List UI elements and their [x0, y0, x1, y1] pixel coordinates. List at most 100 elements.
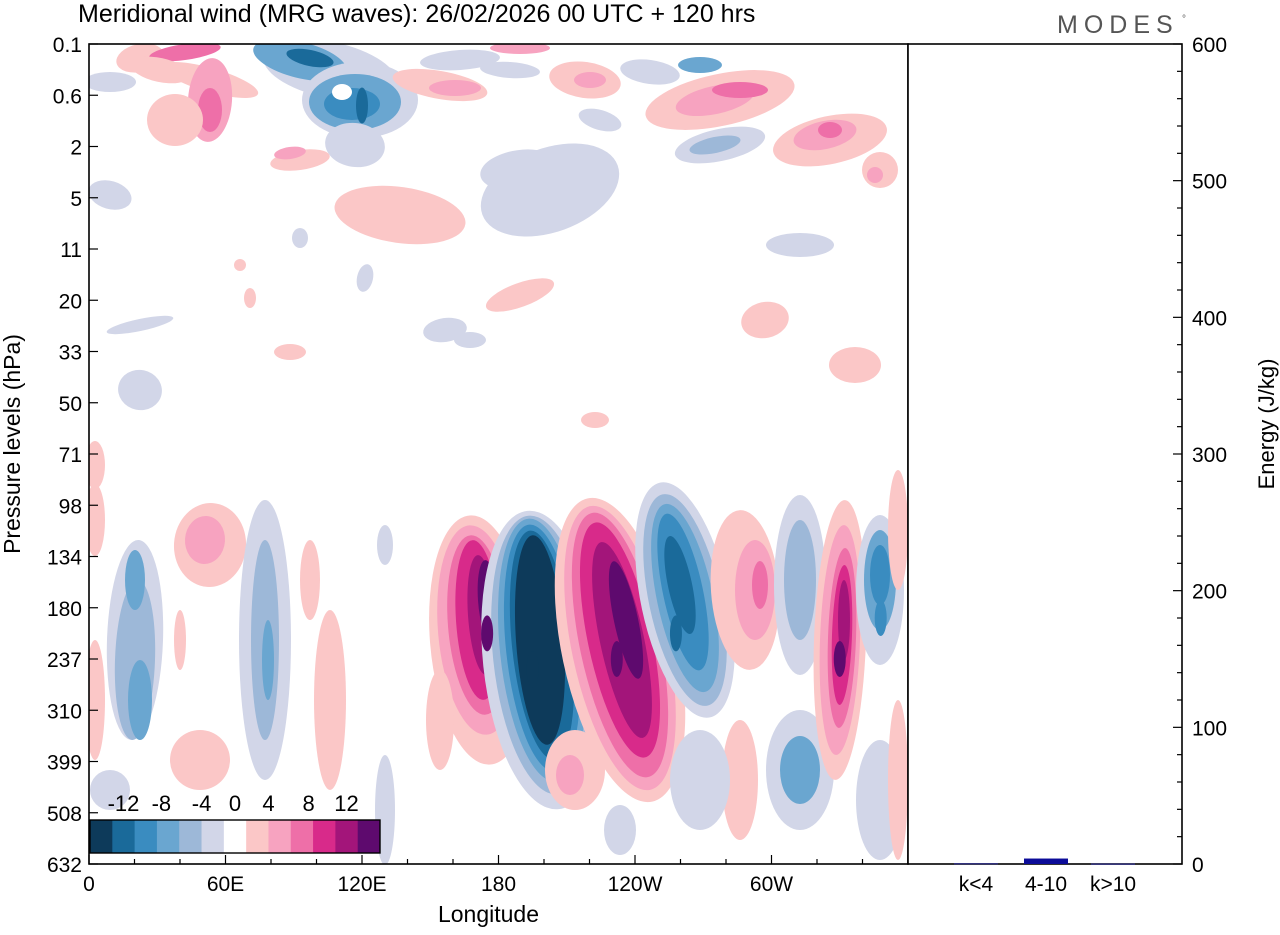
colorbar-swatch	[90, 820, 113, 853]
contour-blob	[125, 550, 145, 610]
colorbar-swatch	[335, 820, 359, 853]
contour-blob	[689, 135, 741, 155]
x-tick-label: 120E	[337, 873, 386, 896]
heatmap-extremum	[481, 615, 494, 652]
contour-blob	[420, 49, 500, 71]
colorbar-swatch	[134, 820, 158, 853]
contour-blob	[829, 347, 881, 383]
contour-blob	[170, 730, 230, 790]
y-tick-label: 508	[47, 803, 82, 826]
chart-title: Meridional wind (MRG waves): 26/02/2026 …	[78, 0, 755, 28]
colorbar-swatch	[290, 820, 314, 853]
y-tick-label: 237	[47, 649, 82, 672]
colorbar-swatch	[112, 820, 136, 853]
heatmap-plot-area	[89, 44, 908, 864]
modes-logo-mark: °	[1182, 14, 1186, 25]
contour-blob	[490, 44, 550, 54]
contour-blob	[888, 470, 908, 590]
colorbar-label: 0	[229, 791, 241, 816]
x-axis-label: Longitude	[438, 901, 539, 927]
y-tick-label: 134	[47, 547, 82, 570]
energy-axis-label: Energy (J/kg)	[1254, 359, 1279, 490]
y-tick-label: 50	[59, 393, 82, 416]
contour-blob	[130, 56, 190, 84]
contour-blob	[867, 167, 883, 183]
contour-blob	[741, 301, 789, 339]
contour-blob	[89, 484, 105, 556]
y-tick-label: 2	[70, 137, 82, 160]
colorbar-swatch	[246, 820, 269, 853]
contour-blob	[574, 72, 606, 88]
contour-blob	[89, 441, 105, 489]
contour-blob	[480, 149, 560, 191]
energy-tick-label: 400	[1192, 307, 1227, 330]
y-tick-label: 33	[59, 342, 82, 365]
energy-category-label: 4-10	[1025, 873, 1067, 896]
colorbar-label: 4	[262, 791, 274, 816]
contour-blob	[766, 233, 834, 257]
contour-blob	[274, 146, 306, 160]
colorbar-swatch	[313, 820, 336, 853]
contour-blob	[664, 536, 696, 634]
contour-blob	[722, 720, 758, 840]
contour-blob	[89, 180, 132, 210]
energy-tick-label: 500	[1192, 171, 1227, 194]
contour-blob	[292, 228, 308, 248]
colorbar-swatch	[201, 820, 225, 853]
contour-blob	[106, 315, 174, 335]
contour-blob	[262, 620, 274, 700]
energy-tick-label: 0	[1192, 854, 1204, 877]
y-axis-label: Pressure levels (hPa)	[0, 334, 25, 554]
energy-bar-panel: 0 100 200 300 400 500 600 k<4 4-10 k>10 Energy (J/…	[907, 34, 1279, 896]
colorbar-swatch	[179, 820, 203, 853]
colorbar-frame	[89, 819, 381, 854]
modes-logo: MODES °	[1057, 11, 1186, 39]
contour-blob	[578, 108, 622, 132]
colorbar-label: 12	[334, 791, 358, 816]
colorbar-label: -12	[108, 791, 140, 816]
contour-blob	[274, 344, 306, 360]
contour-blob	[234, 259, 246, 271]
colorbar-swatch	[156, 820, 180, 853]
contour-blob	[514, 535, 566, 745]
contour-blob	[423, 317, 467, 343]
energy-category-label: k>10	[1090, 873, 1136, 896]
heatmap-extremum	[356, 87, 368, 124]
energy-tick-label: 200	[1192, 581, 1227, 604]
contour-blob	[118, 369, 162, 411]
contour-blob	[325, 122, 385, 168]
y-tick-label: 5	[70, 188, 82, 211]
contour-blob	[356, 264, 374, 292]
energy-frame	[907, 43, 1183, 865]
contour-blob	[480, 61, 540, 79]
contour-blob	[604, 805, 636, 855]
energy-category-label: k<4	[959, 873, 994, 896]
y-tick-label: 180	[47, 598, 82, 621]
colorbar: -12 -8 -4 0 4 8 12	[89, 791, 381, 854]
contour-blob	[556, 755, 584, 795]
x-tick-label: 120W	[608, 873, 663, 896]
contour-blob	[174, 610, 186, 670]
colorbar-swatch	[357, 820, 381, 853]
contour-blob	[485, 278, 555, 312]
y-tick-label: 71	[59, 444, 82, 467]
contour-blob	[147, 94, 203, 146]
contour-blob	[670, 730, 730, 830]
energy-tick-label: 300	[1192, 444, 1227, 467]
y-tick-label: 399	[47, 752, 82, 775]
colorbar-label: -4	[192, 791, 212, 816]
energy-bar	[1024, 858, 1068, 864]
heatmap-axes: 0.1 0.6 2 5 11 20 33 50 71 98 134 180 237 310 399 508 63…	[0, 34, 909, 927]
contour-blob	[581, 412, 609, 428]
heatmap-extremum	[833, 641, 846, 677]
contour-blob	[426, 670, 454, 770]
heatmap-contours	[89, 44, 908, 864]
colorbar-label: 8	[302, 791, 314, 816]
contour-blob	[429, 80, 481, 96]
y-tick-label: 20	[59, 290, 82, 313]
y-tick-label: 310	[47, 700, 82, 723]
contour-blob	[89, 640, 105, 760]
energy-tick-label: 100	[1192, 717, 1227, 740]
y-tick-label: 11	[60, 239, 82, 262]
